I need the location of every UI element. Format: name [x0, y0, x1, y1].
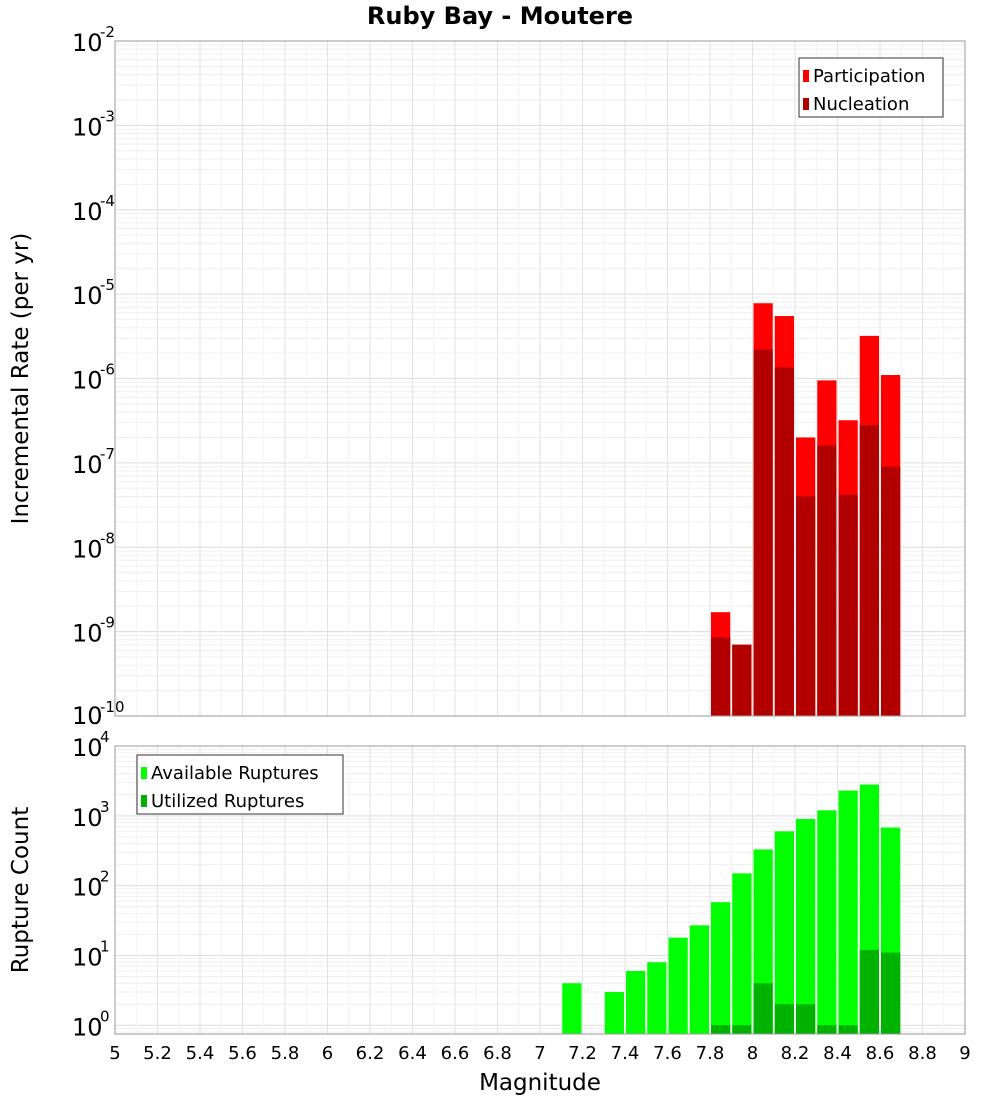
bar-utilized-ruptures	[753, 983, 773, 1034]
x-tick-label: 8.4	[823, 1043, 852, 1064]
y-tick-label-exponent: -4	[100, 192, 115, 210]
x-tick-label: 9	[959, 1043, 970, 1064]
bar-utilized-ruptures	[881, 952, 901, 1034]
x-tick-label: 6.2	[356, 1043, 385, 1064]
bar-nucleation	[732, 644, 752, 716]
x-tick-label: 5.6	[228, 1043, 257, 1064]
y-tick-label: 10	[72, 943, 103, 971]
x-tick-label: 6.8	[483, 1043, 512, 1064]
x-tick-label: 5.4	[186, 1043, 215, 1064]
legend-swatch-nucleation	[803, 98, 809, 110]
y-tick-label: 10	[72, 702, 103, 730]
x-tick-label: 8.2	[781, 1043, 810, 1064]
y-tick-label: 10	[72, 29, 103, 57]
bar-available-ruptures	[838, 790, 858, 1034]
y-tick-label: 10	[72, 620, 103, 648]
y-tick-label-exponent: -7	[100, 445, 115, 463]
x-tick-label: 8.6	[866, 1043, 895, 1064]
bar-nucleation	[774, 367, 794, 716]
y-tick-label-exponent: 1	[100, 937, 110, 955]
bar-utilized-ruptures	[711, 1025, 731, 1034]
y-tick-label: 10	[72, 282, 103, 310]
bar-utilized-ruptures	[838, 1025, 858, 1034]
x-axis-label: Magnitude	[479, 1070, 601, 1096]
y-tick-label-exponent: 3	[100, 798, 110, 816]
bar-utilized-ruptures	[732, 1025, 752, 1034]
bar-available-ruptures	[689, 925, 709, 1034]
bar-nucleation	[817, 445, 837, 716]
x-tick-label: 6.4	[398, 1043, 427, 1064]
y-tick-label: 10	[72, 804, 103, 832]
legend-label-nucleation: Nucleation	[813, 94, 909, 115]
bar-available-ruptures	[796, 819, 816, 1034]
y-tick-label-exponent: -9	[100, 614, 115, 632]
bar-nucleation	[859, 425, 879, 716]
bar-available-ruptures	[732, 873, 752, 1034]
x-tick-label: 5.2	[143, 1043, 172, 1064]
x-tick-label: 6.6	[441, 1043, 470, 1064]
bar-available-ruptures	[647, 962, 667, 1034]
bar-available-ruptures	[626, 970, 646, 1034]
y-tick-label-exponent: 2	[100, 868, 110, 886]
y-tick-label: 10	[72, 734, 103, 762]
y-axis-label-rate: Incremental Rate (per yr)	[8, 233, 34, 525]
x-tick-label: 7.4	[611, 1043, 640, 1064]
legend-box-2	[136, 754, 344, 815]
x-tick-label: 7.8	[696, 1043, 725, 1064]
legend-label-available-ruptures: Available Ruptures	[151, 763, 319, 784]
bar-utilized-ruptures	[796, 1004, 816, 1034]
bar-available-ruptures	[604, 991, 624, 1034]
y-tick-label-exponent: -8	[100, 529, 115, 547]
plot-frame-1	[114, 40, 966, 717]
y-tick-label-exponent: 0	[100, 1007, 110, 1025]
bar-utilized-ruptures	[859, 949, 879, 1034]
y-tick-label: 10	[72, 874, 103, 902]
legend-label-utilized-ruptures: Utilized Ruptures	[151, 791, 304, 812]
x-tick-label: 6	[322, 1043, 333, 1064]
bar-utilized-ruptures	[774, 1004, 794, 1034]
x-tick-label: 8.8	[908, 1043, 937, 1064]
bar-available-ruptures	[711, 902, 731, 1034]
y-tick-label: 10	[72, 451, 103, 479]
legend-swatch-participation	[803, 70, 809, 82]
plot-frame-2	[114, 745, 966, 1035]
y-tick-label-exponent: -2	[100, 23, 115, 41]
y-tick-label-exponent: -10	[100, 698, 125, 716]
y-axis-label-count: Rupture Count	[8, 807, 34, 973]
x-tick-label: 7.6	[653, 1043, 682, 1064]
bar-nucleation	[881, 466, 901, 716]
legend-box-1	[798, 57, 944, 118]
bar-nucleation	[753, 349, 773, 716]
legend-swatch-utilized-ruptures	[141, 795, 147, 807]
x-tick-label: 7	[534, 1043, 545, 1064]
y-tick-label-exponent: -5	[100, 276, 115, 294]
y-tick-label: 10	[72, 367, 103, 395]
bar-available-ruptures	[817, 810, 837, 1034]
bar-available-ruptures	[562, 983, 582, 1034]
y-tick-label: 10	[72, 198, 103, 226]
bar-available-ruptures	[774, 831, 794, 1034]
x-tick-label: 8	[747, 1043, 758, 1064]
bar-nucleation	[838, 494, 858, 716]
x-tick-label: 7.2	[568, 1043, 597, 1064]
y-tick-label-exponent: -6	[100, 361, 115, 379]
legend-swatch-available-ruptures	[141, 767, 147, 779]
bar-available-ruptures	[668, 937, 688, 1034]
y-tick-label: 10	[72, 535, 103, 563]
y-tick-label-exponent: -3	[100, 107, 115, 125]
y-tick-label-exponent: 4	[100, 728, 110, 746]
legend-label-participation: Participation	[813, 66, 925, 87]
x-tick-label: 5.8	[271, 1043, 300, 1064]
y-tick-label: 10	[72, 1013, 103, 1041]
bar-utilized-ruptures	[817, 1025, 837, 1034]
bar-nucleation	[711, 637, 731, 716]
x-tick-label: 5	[109, 1043, 120, 1064]
bar-nucleation	[796, 496, 816, 716]
y-tick-label: 10	[72, 113, 103, 141]
chart-title: Ruby Bay - Moutere	[367, 2, 633, 30]
